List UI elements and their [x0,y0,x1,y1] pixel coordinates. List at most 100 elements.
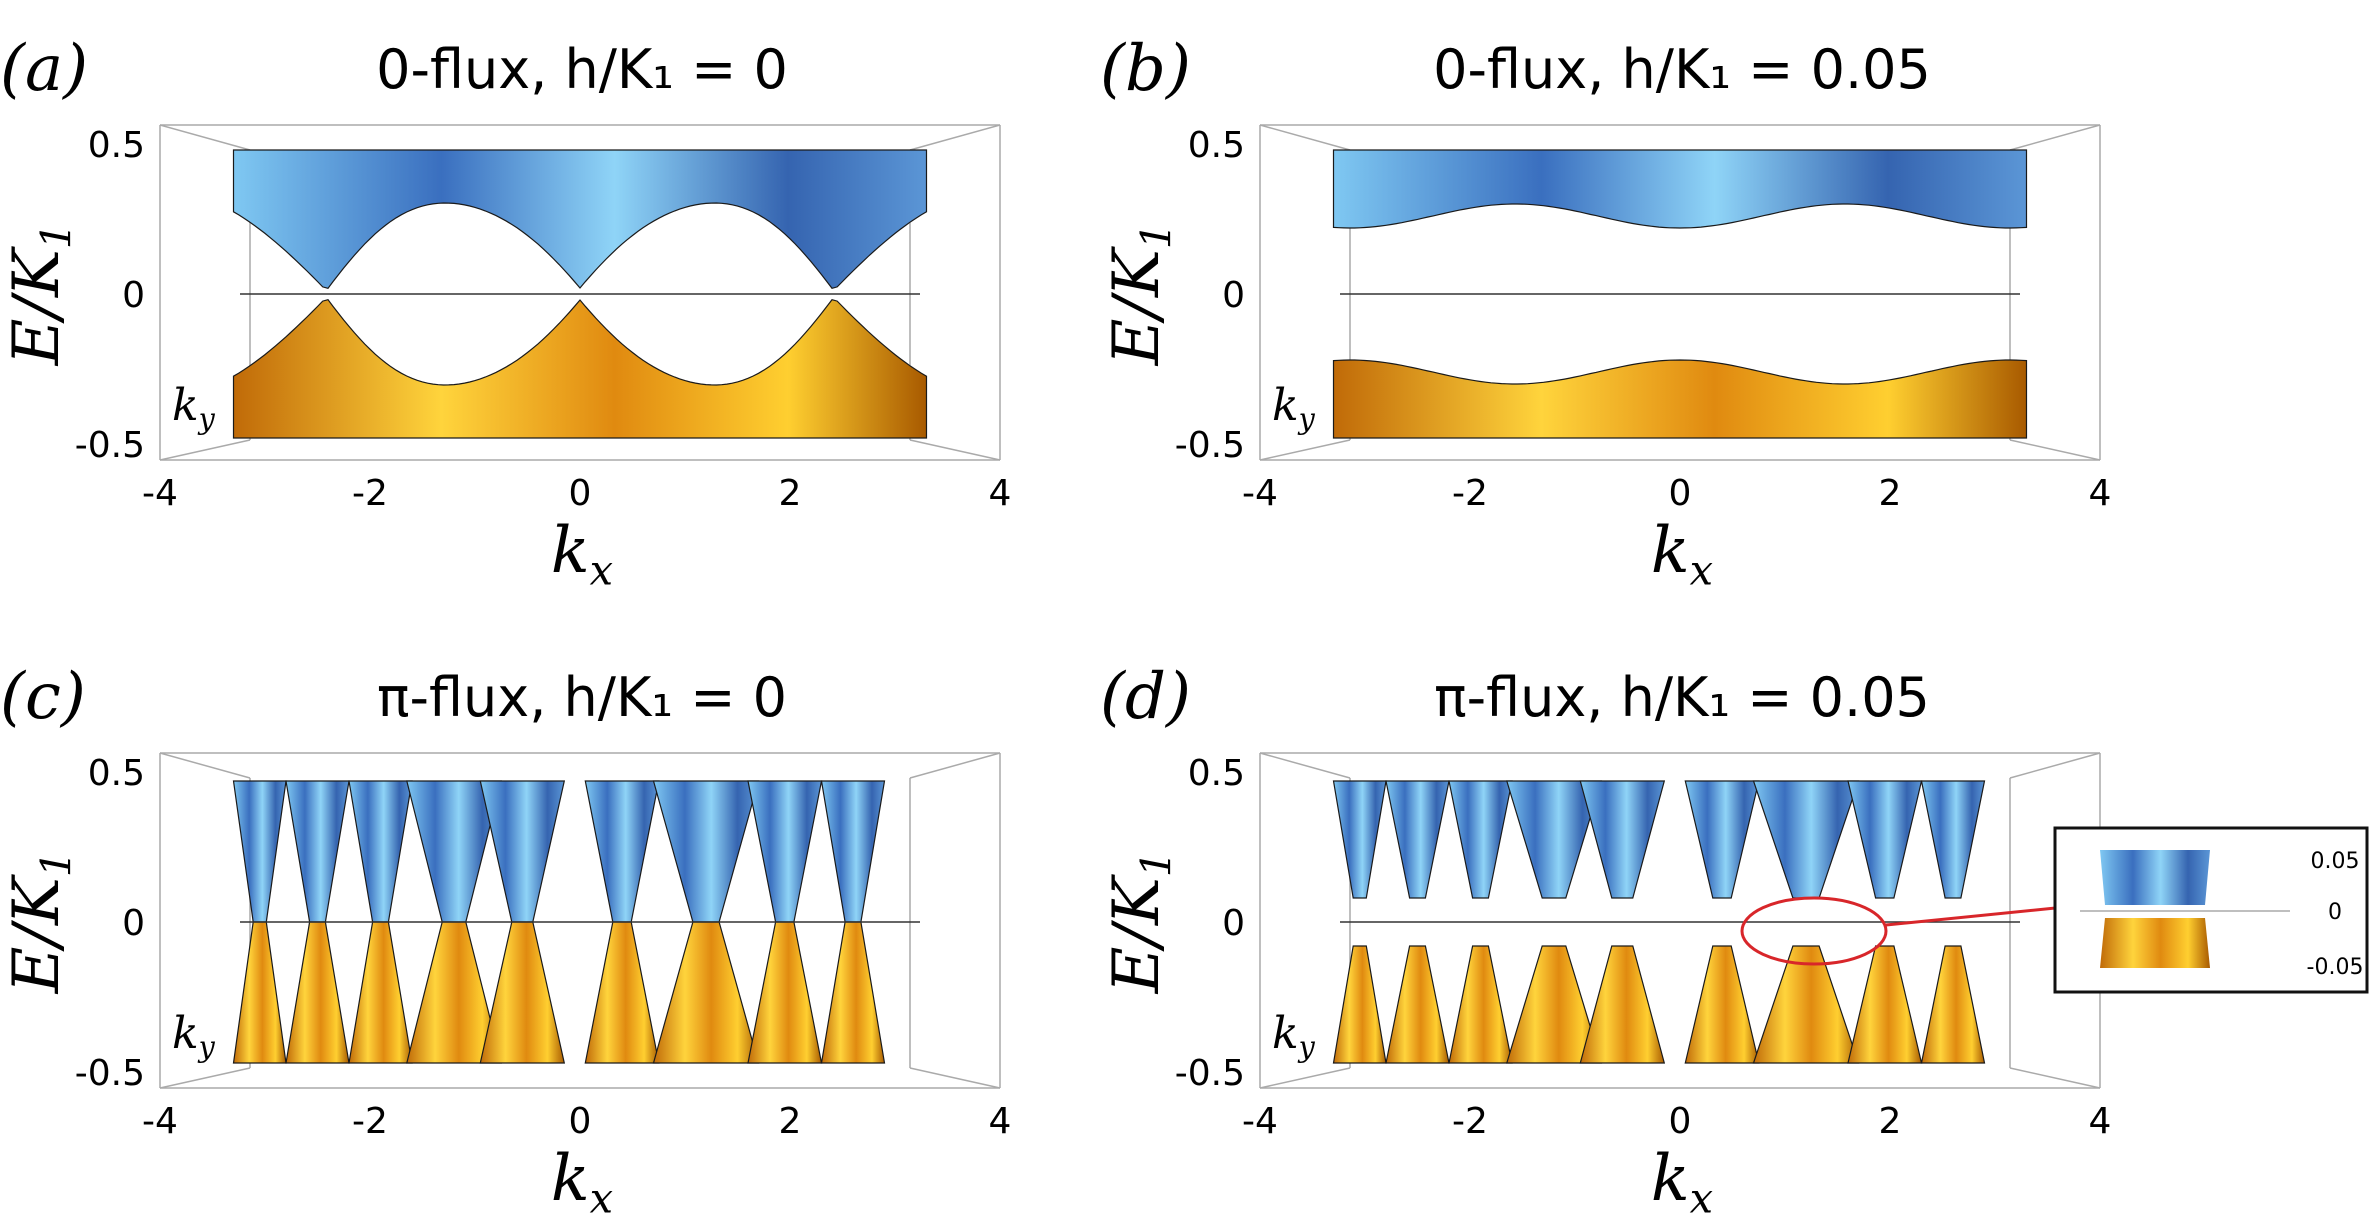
upper-cone [1752,780,1860,899]
x-axis-label-sub: x [590,1173,613,1222]
upper-cone [584,780,660,923]
highlight-ellipse [1740,896,1888,966]
depth-label-sub: y [197,402,216,436]
y-axis-label-main: E/K [1100,874,1174,994]
x-tick-label: 0 [569,1101,592,1142]
panel-label: (c) [0,660,86,734]
depth-label-sub: y [1297,402,1316,436]
x-axis-label: kx [551,1142,613,1222]
y-axis-label: E/K1 [1100,223,1180,367]
upper-band [232,149,928,289]
x-tick-label: 4 [989,1101,1012,1142]
panel-label: (a) [0,32,88,106]
panel: (b) 0-flux, h/K₁ = 0.050.50-0.5-4 -2 0 2 4kxE… [1100,32,2111,594]
upper-cone [1684,780,1760,899]
upper-cone [1579,780,1666,899]
x-tick-label: -4 [142,473,178,514]
upper-cone [232,780,287,923]
y-axis-label: E/K1 [0,851,80,995]
box-edge [2009,124,2101,151]
depth-label-main: k [1272,380,1299,431]
x-tick-label: -2 [1452,1101,1488,1142]
depth-label-sub: y [197,1030,216,1064]
band-surfaces [232,149,928,439]
x-tick-label: 2 [1879,1101,1902,1142]
box-edge [2009,1067,2101,1089]
inset: 0.05 0 -0.05 [1740,826,2369,994]
box-edge [159,124,251,151]
inset-upper [2100,850,2210,905]
panel-label: (d) [1100,660,1191,734]
lower-cone [232,921,287,1064]
y-tick-label: -0.5 [75,1053,145,1094]
box-edge [909,752,1001,779]
x-axis-label: kx [1651,514,1713,594]
y-tick-label: -0.5 [1175,1053,1245,1094]
panel: (d) π-flux, h/K₁ = 0.050.50-0.5-4 -2 0 2 4kxE… [1100,660,2111,1222]
x-tick-label: 4 [2089,473,2112,514]
callout-line [1885,903,2086,927]
y-axis-label: E/K1 [0,223,80,367]
lower-cone [747,921,823,1064]
upper-cone [1448,780,1513,899]
y-axis-label-sub: 1 [31,223,80,249]
lower-cone [1684,945,1760,1064]
upper-cone [1920,780,1986,899]
x-tick-label: -4 [1242,1101,1278,1142]
lower-cone [1920,945,1986,1064]
panel: (c) π-flux, h/K₁ = 00.50-0.5-4 -2 0 2 4kxE/K1… [0,660,1011,1222]
y-axis-label-main: E/K [0,246,74,366]
box-edge [1259,1067,1351,1089]
upper-cone [652,780,760,923]
box-edge [909,439,1001,461]
band-surfaces [232,780,886,1064]
x-axis-label: kx [1651,1142,1713,1222]
upper-cone [820,780,886,923]
depth-label-main: k [172,1008,199,1059]
x-axis-label-main: k [551,1142,590,1216]
box-edge [159,752,251,779]
y-axis-label-main: E/K [0,874,74,994]
x-tick-label: 4 [989,473,1012,514]
box-edge [2009,439,2101,461]
inset-tick-label: 0 [2328,900,2342,925]
box-edge [159,1067,251,1089]
lower-cone [584,921,660,1064]
band-surfaces [1332,780,1986,1064]
y-tick-label: 0 [122,903,145,944]
panel-title: 0-flux, h/K₁ = 0 [376,38,788,101]
x-tick-label: 2 [779,1101,802,1142]
y-tick-label: 0.5 [1188,125,1245,166]
depth-label-sub: y [1297,1030,1316,1064]
y-tick-label: -0.5 [1175,425,1245,466]
x-tick-label: -2 [1452,473,1488,514]
depth-label: ky [172,380,216,436]
upper-cone [285,780,350,923]
x-tick-label: -2 [352,473,388,514]
x-axis-label-main: k [1651,514,1690,588]
lower-band [1332,359,2028,439]
depth-label-main: k [172,380,199,431]
x-tick-label: -4 [142,1101,178,1142]
box-edge [1259,752,1351,779]
inset-tick-label: 0.05 [2311,849,2360,874]
panel-label: (b) [1100,32,1191,106]
y-axis-label-main: E/K [1100,246,1174,366]
x-tick-label: 0 [569,473,592,514]
lower-cone [1448,945,1513,1064]
lower-cone [820,921,886,1064]
box-edge [2009,752,2101,779]
lower-band [232,299,928,439]
upper-cone [747,780,823,923]
x-tick-label: 2 [779,473,802,514]
panel: (a) 0-flux, h/K₁ = 00.50-0.5-4 -2 0 2 4kxE/K1… [0,32,1011,594]
y-axis-label: E/K1 [1100,851,1180,995]
x-axis-label-sub: x [1690,545,1713,594]
lower-cone [348,921,413,1064]
depth-label: ky [1272,380,1316,436]
box-edge [909,1067,1001,1089]
x-tick-label: 2 [1879,473,1902,514]
box-edge [1259,439,1351,461]
x-axis-label: kx [551,514,613,594]
